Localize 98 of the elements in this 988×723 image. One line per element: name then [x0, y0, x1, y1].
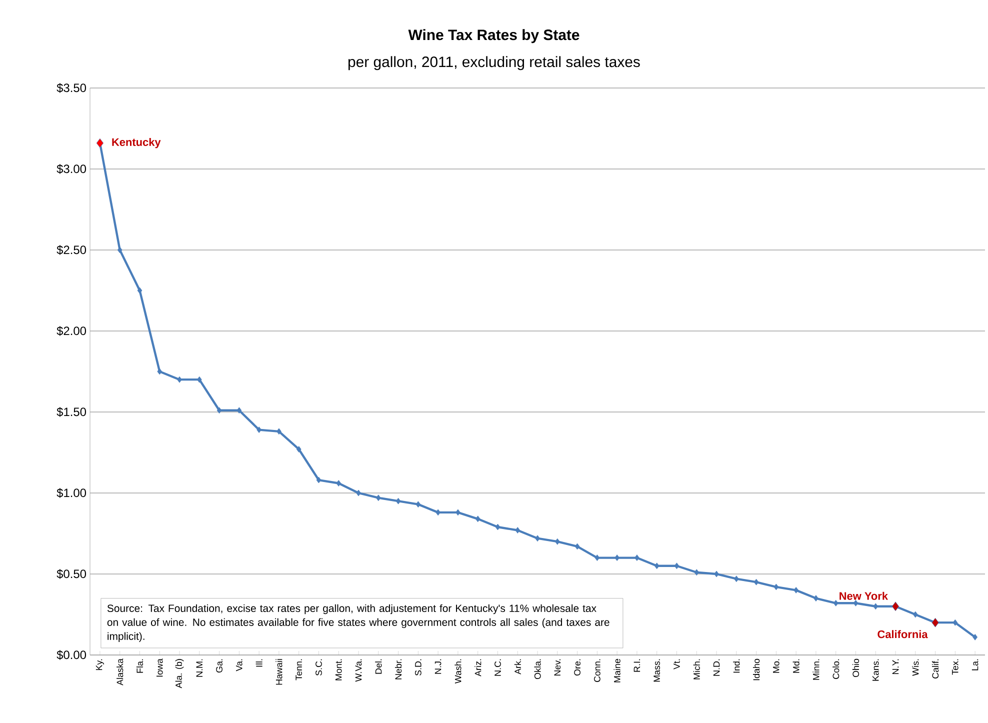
x-tick-label: Ohio: [852, 658, 860, 678]
x-tick-label: Fla.: [136, 659, 144, 673]
annotation: California: [878, 630, 928, 638]
y-tick-label: $1.00: [56, 488, 86, 498]
x-tick-label: Mass.: [654, 659, 660, 682]
x-tick-label: Wis.: [912, 659, 919, 676]
x-tick-label: Ala. (b): [175, 659, 184, 688]
x-tick-label: Md.: [792, 659, 800, 673]
point: [475, 516, 480, 522]
point: [316, 476, 322, 484]
point: [634, 554, 640, 561]
x-tick-label: Tex.: [952, 659, 958, 675]
point: [117, 246, 122, 254]
y-tick-label: $1.50: [56, 407, 86, 417]
y-tick-label: $2.50: [56, 245, 86, 255]
x-tick-label: N.D.: [713, 659, 720, 676]
point: [714, 570, 719, 578]
point: [456, 509, 460, 516]
point: [535, 535, 540, 542]
x-tick-label: N.C.: [494, 659, 501, 676]
point: [196, 376, 202, 383]
x-tick-label: Ore.: [574, 659, 580, 676]
x-tick-label: Conn.: [594, 659, 600, 682]
x-tick-label: Minn.: [812, 659, 820, 680]
x-tick-label: Va.: [236, 659, 242, 672]
point: [376, 494, 381, 502]
x-tick-label: Iowa: [156, 658, 163, 677]
point: [853, 600, 858, 606]
x-tick-label: La.: [972, 659, 978, 670]
x-tick-label: Okla.: [534, 659, 541, 680]
x-tick-label: Ill.: [256, 659, 262, 667]
point: [952, 619, 958, 626]
x-tick-label: Nev.: [554, 659, 561, 676]
chart-title: Wine Tax Rates by State: [408, 29, 580, 44]
point: [734, 576, 739, 582]
y-tick-label: $0.00: [56, 650, 86, 660]
point: [356, 490, 361, 496]
x-tick-label: Tenn.: [296, 659, 302, 680]
x-tick-label: Wash.: [454, 659, 462, 684]
y-tick-label: $0.50: [56, 569, 86, 579]
annotation: Kentucky: [112, 138, 161, 148]
x-tick-label: Ark.: [514, 659, 521, 674]
x-tick-label: Maine: [614, 658, 620, 682]
annotation: Source: Tax Foundation, excise tax rates per gallon, with adjustement for Kentucky's 11% wholesale tax on value of wine. No estimates available for five states where government controls all sales (and taxes are implicit).: [107, 604, 610, 642]
point: [157, 368, 162, 375]
point: [814, 595, 818, 602]
y-tick-label: $3.50: [56, 83, 86, 93]
point: [554, 538, 560, 545]
x-tick-label: Del.: [375, 659, 382, 674]
point: [236, 407, 242, 414]
point: [774, 584, 779, 590]
x-tick-label: Calif.: [932, 659, 939, 678]
point: [396, 498, 401, 504]
point: [873, 603, 878, 610]
point: [216, 407, 222, 414]
point: [674, 562, 680, 570]
point: [416, 501, 421, 508]
x-tick-label: Nebr.: [394, 659, 402, 680]
point: [436, 509, 441, 516]
x-tick-label: Colo.: [832, 659, 840, 679]
annotation: New York: [840, 592, 888, 600]
point: [336, 480, 342, 486]
point: [972, 634, 978, 640]
point: [912, 611, 918, 618]
point: [833, 600, 838, 606]
point: [654, 562, 660, 570]
x-tick-label: Hawaii: [276, 659, 282, 685]
x-tick-label: Ky.: [96, 659, 104, 670]
x-tick-label: Ariz.: [474, 659, 482, 676]
x-tick-label: Ga.: [216, 659, 222, 673]
x-tick-label: Idaho: [752, 658, 760, 680]
y-tick-label: $3.00: [56, 164, 86, 174]
point: [574, 543, 580, 550]
x-tick-label: Mo.: [773, 659, 780, 673]
x-tick-label: Alaska: [116, 658, 124, 686]
point: [276, 428, 282, 435]
x-tick-label: N.J.: [434, 659, 442, 674]
x-tick-label: R.I.: [634, 659, 640, 672]
x-tick-label: N.Y.: [892, 659, 899, 674]
x-tick-label: W.Va.: [355, 659, 362, 682]
x-tick-label: Ind.: [733, 659, 740, 673]
point: [794, 586, 799, 594]
point: [495, 524, 500, 530]
point: [296, 446, 302, 452]
point: [177, 376, 182, 383]
point: [515, 527, 520, 534]
x-tick-label: Vt.: [674, 659, 680, 670]
chart-subtitle: per gallon, 2011, excluding retail sales taxes: [348, 56, 640, 70]
x-tick-label: Mich.: [693, 659, 700, 680]
y-tick-label: $2.00: [56, 326, 86, 336]
x-tick-label: S.D.: [414, 659, 422, 676]
x-tick-label: Kans.: [872, 659, 879, 681]
x-tick-label: Mont.: [335, 659, 342, 680]
point: [694, 569, 700, 576]
point: [137, 287, 142, 294]
x-tick-label: S.C.: [316, 659, 322, 676]
x-tick-label: N.M.: [196, 659, 202, 677]
point: [754, 578, 759, 586]
